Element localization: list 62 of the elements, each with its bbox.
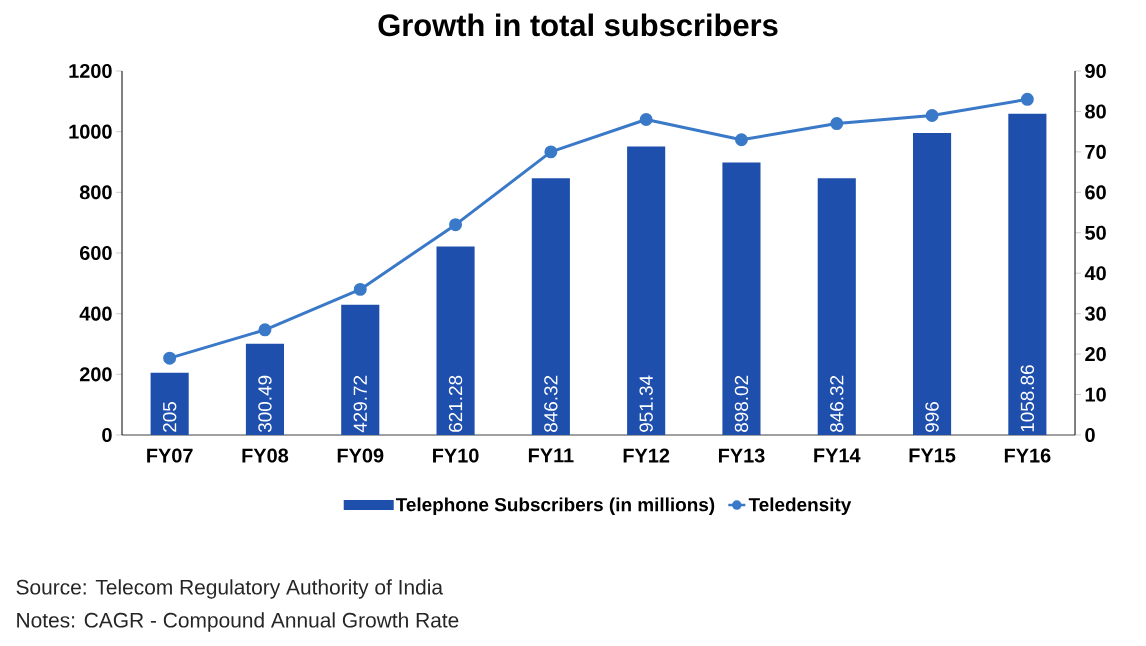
y-tick-label: 1200 bbox=[69, 63, 112, 79]
y2-tick-label: 50 bbox=[1085, 225, 1106, 240]
point bbox=[925, 109, 939, 122]
x-tick-label: FY13 bbox=[718, 448, 765, 463]
point bbox=[258, 323, 272, 337]
data-label: 621.28 bbox=[448, 375, 463, 432]
y2-tick-label: 30 bbox=[1084, 306, 1106, 321]
x-tick-label: FY10 bbox=[433, 448, 479, 463]
y2-tick-label: 0 bbox=[1085, 427, 1095, 443]
y-tick-label: 0 bbox=[102, 427, 112, 443]
point bbox=[163, 351, 177, 365]
x-tick-label: FY12 bbox=[623, 448, 670, 463]
data-label: 429.72 bbox=[353, 375, 367, 433]
bar bbox=[341, 304, 380, 435]
x-tick-label: FY07 bbox=[147, 448, 193, 463]
source-note: Source: Telecom Regulatory Authority of India bbox=[16, 579, 444, 599]
bar bbox=[913, 132, 952, 435]
x-tick-label: FY11 bbox=[528, 448, 574, 463]
point bbox=[544, 145, 558, 159]
legend-label: Telephone Subscribers (in millions) bbox=[395, 497, 715, 516]
y2-tick-label: 60 bbox=[1085, 185, 1106, 200]
bar bbox=[245, 343, 285, 435]
x-tick-label: FY08 bbox=[242, 448, 289, 463]
point bbox=[353, 282, 367, 296]
x-tick-label: FY15 bbox=[909, 448, 956, 463]
x-tick-label: FY09 bbox=[337, 448, 384, 463]
y2-tick-label: 40 bbox=[1084, 266, 1106, 281]
x-tick-label: FY16 bbox=[1004, 448, 1051, 463]
data-label: 300.49 bbox=[258, 375, 272, 433]
x-tick-label: FY14 bbox=[814, 448, 861, 463]
data-label: 951.34 bbox=[639, 375, 653, 432]
y2-tick-label: 10 bbox=[1085, 387, 1106, 402]
data-label: 1058.86 bbox=[1020, 365, 1035, 432]
bar bbox=[817, 178, 856, 435]
bar bbox=[627, 146, 666, 435]
bar bbox=[722, 162, 761, 435]
y-tick-label: 400 bbox=[79, 306, 112, 321]
y-tick-label: 1000 bbox=[69, 124, 112, 139]
bar bbox=[150, 372, 189, 435]
y2-tick-label: 20 bbox=[1085, 347, 1106, 362]
text: Notes: CAGR - Compound Annual Growth Rate bbox=[17, 612, 459, 632]
chart-title: Growth in total subscribers bbox=[378, 13, 778, 37]
bar bbox=[531, 178, 570, 435]
point bbox=[734, 133, 748, 147]
point bbox=[1020, 92, 1034, 106]
y2-tick-label: 70 bbox=[1085, 144, 1106, 159]
data-label: 846.32 bbox=[544, 375, 558, 432]
y2-tick-label: 80 bbox=[1085, 104, 1106, 119]
bar bbox=[1008, 113, 1047, 435]
y-tick-label: 200 bbox=[79, 367, 112, 382]
data-label: 846.32 bbox=[830, 375, 844, 432]
point bbox=[449, 218, 463, 232]
data-label: 205 bbox=[162, 402, 177, 432]
legend-label: Teledensity bbox=[748, 497, 852, 516]
point bbox=[830, 117, 844, 131]
y-tick-label: 800 bbox=[79, 185, 112, 200]
data-label: 996 bbox=[925, 402, 939, 432]
bar bbox=[436, 246, 475, 435]
point bbox=[639, 113, 653, 127]
data-label: 898.02 bbox=[734, 375, 749, 432]
y2-tick-label: 90 bbox=[1085, 63, 1106, 79]
y-tick-label: 600 bbox=[79, 245, 112, 261]
